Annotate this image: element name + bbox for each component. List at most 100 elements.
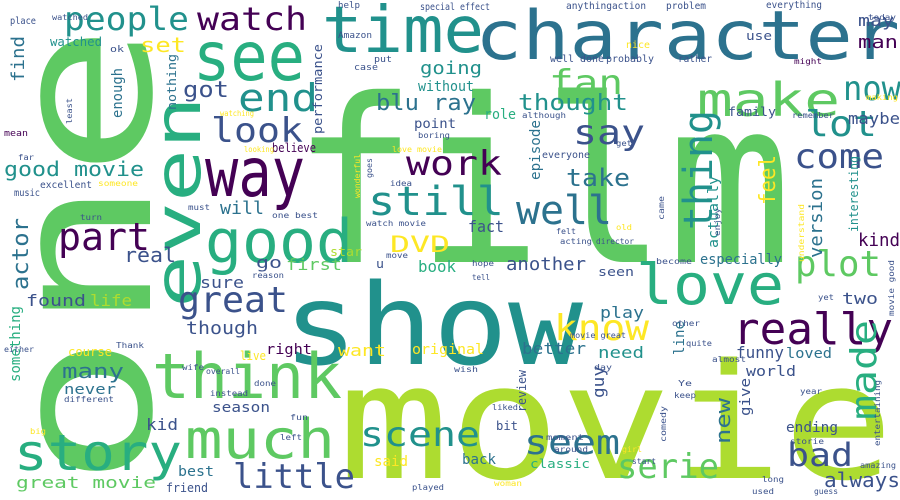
word-left: left: [280, 433, 302, 442]
word-especially: especially: [700, 252, 782, 268]
word-know: know: [554, 308, 649, 349]
word-thought: thought: [518, 91, 628, 116]
word-rather: rather: [678, 54, 712, 65]
word-story: story: [14, 424, 182, 482]
word-work: work: [406, 144, 502, 184]
word-much: much: [185, 408, 335, 471]
word-want: want: [338, 341, 386, 360]
word-watch: watch: [197, 0, 307, 38]
word-believe: believe: [272, 141, 316, 155]
word-seem: seem: [524, 423, 620, 463]
word-dvd: DVD: [390, 233, 450, 258]
word-now: now: [843, 69, 900, 109]
word-boring: boring: [418, 131, 450, 140]
word-put: put: [374, 55, 392, 65]
word-think: think: [152, 340, 342, 413]
word-movie: movie: [338, 329, 894, 500]
word-wife: wife: [182, 363, 204, 372]
word-even: even: [142, 96, 216, 308]
word-ending: ending: [786, 420, 838, 436]
word-felt: felt: [556, 227, 576, 236]
word-liked: liked: [492, 403, 518, 412]
word-girl: girl: [622, 445, 642, 454]
word-actor: actor: [9, 218, 34, 290]
word-yet: yet: [818, 293, 834, 302]
word-will: will: [220, 198, 264, 219]
word-feel: feel: [756, 155, 781, 205]
word-going: going: [420, 58, 482, 79]
word-action: action: [612, 1, 646, 12]
word-enjoy: enjoy: [713, 208, 722, 236]
word-new: new: [711, 397, 735, 444]
word-amazing: amazing: [860, 461, 896, 470]
word-played: played: [412, 483, 444, 492]
word-end: end: [238, 76, 318, 120]
word-big: big: [30, 427, 46, 436]
word-although: although: [522, 111, 566, 120]
word-excellent: excellent: [40, 180, 92, 191]
word-least: least: [65, 98, 74, 124]
word-loved: loved: [786, 346, 832, 362]
word-came: came: [657, 196, 666, 220]
word-make: make: [697, 73, 840, 127]
word-watched: watched: [52, 13, 88, 22]
word-look: look: [211, 111, 303, 151]
word-well: well: [516, 188, 612, 234]
word-take: take: [566, 164, 630, 192]
word-entertaining: entertaining: [873, 380, 882, 446]
word-love: love: [636, 253, 784, 318]
word-watched-top: watched: [50, 35, 102, 49]
word-sure: sure: [200, 273, 244, 292]
word-wonderful: wonderful: [353, 154, 362, 198]
word-problem: problem: [666, 1, 706, 12]
word-amazon: Amazon: [338, 31, 372, 41]
word-probably: probably: [606, 54, 654, 65]
word-something: something: [8, 306, 24, 382]
word-watch-movie: watch movie: [366, 219, 426, 228]
word-go: go: [256, 253, 282, 272]
word-must: must: [188, 203, 210, 212]
word-interesting: interesting: [847, 156, 861, 232]
word-one-best: one best: [272, 211, 318, 220]
word-time: time: [322, 0, 484, 68]
word-place: place: [10, 16, 36, 27]
word-need: need: [598, 343, 644, 362]
word-back: back: [462, 452, 497, 468]
word-done: done: [254, 379, 276, 388]
word-good: good: [205, 207, 353, 277]
word-acting: acting: [560, 237, 592, 246]
word-find: find: [8, 36, 29, 82]
word-maybe: maybe: [848, 109, 900, 128]
word-anything: anything: [566, 1, 612, 12]
word-thing: thing: [676, 110, 722, 230]
word-enough: enough: [110, 68, 126, 118]
word-great: great: [178, 280, 288, 321]
word-old: old: [616, 223, 632, 232]
word-reason: reason: [252, 271, 284, 280]
word-either: either: [4, 345, 34, 354]
word-special-effect: special effect: [420, 2, 490, 13]
word-without: without: [418, 79, 474, 95]
word-plot: plot: [795, 244, 881, 285]
word-case: case: [354, 63, 378, 73]
word-help: help: [338, 1, 360, 11]
word-someone: someone: [98, 179, 138, 188]
word-one: one: [0, 23, 197, 488]
word-love-movie: love movie: [392, 145, 442, 154]
word-see: see: [193, 18, 305, 97]
word-found: found: [26, 291, 86, 310]
word-classic: classic: [530, 457, 590, 471]
word-guess: guess: [814, 487, 838, 496]
word-move: move: [386, 251, 408, 260]
word-actually: actually: [706, 176, 722, 248]
word-best: best: [178, 464, 214, 480]
word-tell: tell: [472, 273, 490, 282]
word-live: live: [240, 349, 266, 363]
word-seen: seen: [598, 265, 634, 279]
word-give: give: [738, 378, 754, 416]
word-idea: idea: [390, 179, 412, 188]
word-fan: fan: [549, 63, 623, 103]
word-said: said: [374, 454, 408, 470]
word-far: far: [18, 153, 34, 162]
